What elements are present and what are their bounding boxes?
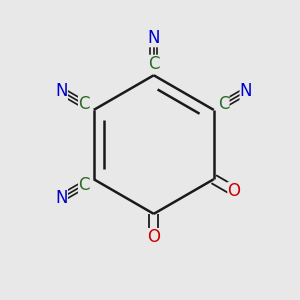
Text: N: N: [148, 29, 160, 47]
Text: C: C: [148, 55, 160, 73]
Text: N: N: [56, 82, 68, 100]
Text: O: O: [147, 228, 160, 246]
Text: N: N: [239, 82, 252, 100]
Text: C: C: [218, 95, 230, 113]
Text: C: C: [78, 95, 89, 113]
Text: N: N: [56, 189, 68, 207]
Text: O: O: [227, 182, 240, 200]
Text: C: C: [78, 176, 89, 194]
